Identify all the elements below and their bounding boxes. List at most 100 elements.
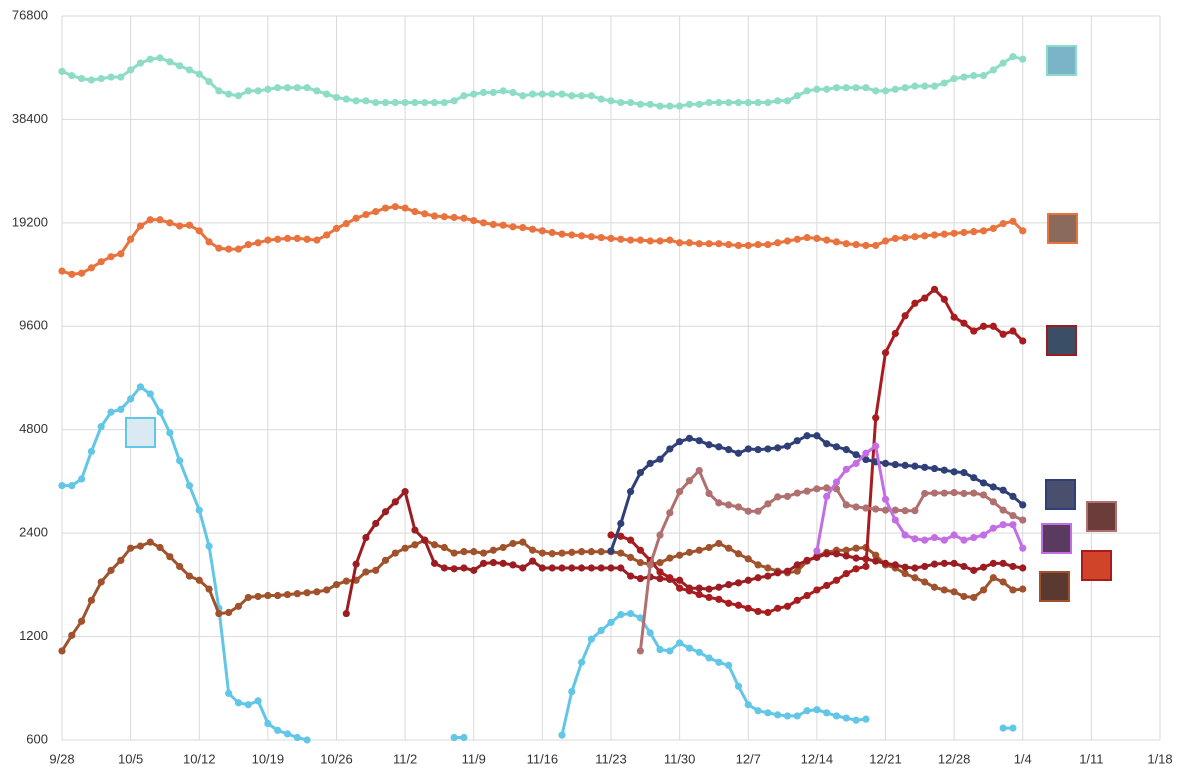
data-point	[136, 542, 145, 550]
data-point	[715, 658, 723, 666]
data-point	[87, 76, 96, 84]
data-point	[764, 564, 772, 572]
x-tick-label: 11/23	[595, 751, 627, 766]
data-point	[107, 408, 115, 416]
data-point	[264, 85, 272, 93]
data-point	[156, 543, 164, 552]
data-point	[911, 82, 919, 90]
data-point	[352, 97, 360, 105]
data-point	[176, 562, 184, 571]
data-point	[940, 295, 948, 303]
data-point	[225, 90, 233, 98]
data-point	[1009, 492, 1017, 501]
data-point	[176, 62, 184, 70]
data-point	[676, 584, 684, 592]
data-point	[254, 87, 262, 95]
data-point	[156, 216, 164, 224]
data-point	[803, 487, 811, 495]
data-point	[597, 95, 605, 103]
data-point	[950, 313, 958, 321]
data-point	[803, 233, 811, 242]
data-point	[391, 98, 399, 107]
data-point	[685, 587, 694, 595]
data-point	[793, 437, 801, 445]
data-point	[832, 712, 841, 720]
data-point	[362, 568, 370, 576]
data-point	[970, 327, 978, 335]
data-point	[489, 220, 497, 229]
data-point	[989, 559, 997, 567]
data-point	[372, 566, 380, 574]
data-point	[558, 564, 566, 572]
data-point	[823, 492, 831, 501]
data-point	[68, 270, 76, 278]
data-point	[627, 236, 635, 244]
data-point	[999, 578, 1007, 586]
data-point	[411, 526, 419, 534]
y-tick-label: 2400	[19, 525, 48, 540]
data-point	[303, 589, 311, 597]
data-point	[803, 556, 811, 564]
data-point	[352, 214, 360, 222]
data-point	[636, 236, 645, 244]
data-point	[989, 322, 997, 330]
data-point	[901, 570, 909, 578]
data-point	[342, 95, 350, 103]
data-point	[1009, 521, 1017, 529]
data-point	[450, 549, 458, 557]
data-point	[901, 312, 909, 320]
data-point	[950, 531, 958, 539]
data-point	[754, 561, 762, 569]
data-point	[176, 222, 184, 230]
data-point	[283, 84, 292, 92]
data-point	[852, 554, 860, 562]
data-point	[391, 549, 399, 557]
data-point	[979, 563, 988, 571]
data-point	[823, 85, 831, 93]
data-point	[166, 429, 174, 437]
data-point	[725, 544, 733, 552]
data-point	[215, 87, 223, 95]
x-tick-label: 10/5	[118, 751, 143, 766]
data-point	[950, 229, 958, 237]
data-point	[617, 98, 625, 107]
data-point	[58, 67, 66, 75]
data-point	[450, 565, 458, 573]
data-point	[264, 719, 272, 728]
data-point	[264, 236, 272, 244]
data-point	[136, 222, 145, 230]
data-point	[195, 576, 203, 584]
data-point	[911, 462, 919, 470]
data-point	[979, 531, 988, 539]
data-point	[793, 596, 801, 604]
x-tick-label: 12/7	[736, 751, 761, 766]
data-point	[411, 98, 419, 107]
data-point	[381, 204, 390, 212]
data-point	[744, 507, 752, 515]
data-point	[401, 488, 409, 496]
data-point	[274, 726, 282, 734]
data-point	[548, 228, 556, 237]
series-icon	[1046, 45, 1077, 76]
data-point	[783, 442, 792, 450]
data-point	[185, 66, 194, 74]
data-point	[989, 498, 997, 506]
data-point	[372, 98, 380, 107]
data-point	[1019, 516, 1027, 524]
data-point	[225, 608, 233, 617]
data-point	[979, 586, 988, 594]
data-point	[1009, 511, 1017, 520]
data-point	[607, 618, 615, 626]
x-tick-label: 1/4	[1014, 751, 1032, 766]
data-point	[705, 240, 713, 248]
data-point	[676, 551, 684, 559]
data-point	[715, 443, 723, 451]
data-point	[862, 241, 870, 250]
data-point	[195, 227, 203, 235]
data-point	[666, 445, 674, 453]
data-point	[744, 604, 752, 612]
data-point	[313, 87, 321, 95]
data-point	[244, 593, 252, 602]
data-point	[852, 459, 860, 467]
data-point	[901, 84, 909, 92]
